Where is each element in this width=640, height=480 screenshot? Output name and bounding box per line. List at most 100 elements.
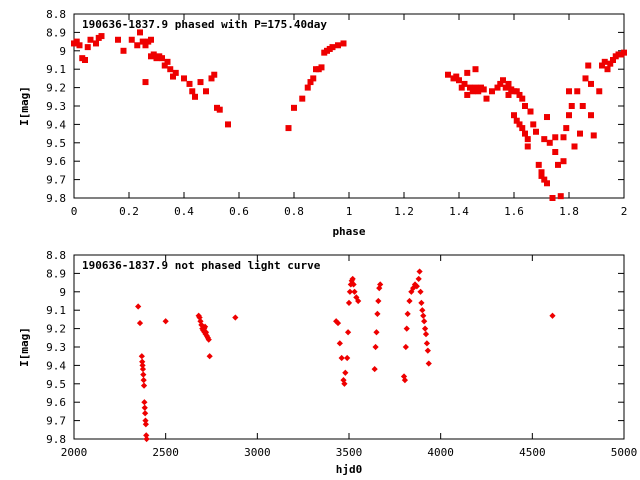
y-tick-label: 9 bbox=[59, 45, 66, 58]
y-axis-label: I[mag] bbox=[18, 327, 31, 367]
data-point bbox=[552, 149, 559, 155]
data-point bbox=[136, 319, 144, 327]
x-tick-label: 0.2 bbox=[119, 205, 139, 218]
data-point bbox=[186, 80, 193, 87]
data-point bbox=[140, 377, 147, 384]
data-point bbox=[76, 42, 83, 49]
x-axis-label: phase bbox=[332, 225, 365, 238]
data-point bbox=[372, 343, 379, 351]
data-point bbox=[574, 88, 581, 95]
data-point bbox=[197, 79, 204, 86]
x-tick-label: 2500 bbox=[152, 446, 179, 459]
data-point bbox=[140, 371, 147, 378]
data-point bbox=[480, 86, 487, 93]
x-tick-label: 1.6 bbox=[504, 205, 524, 218]
x-tick-label: 1 bbox=[346, 205, 353, 218]
data-point bbox=[604, 66, 611, 73]
data-point bbox=[84, 44, 91, 51]
data-point bbox=[172, 69, 179, 76]
data-point bbox=[535, 161, 542, 168]
data-point bbox=[140, 382, 148, 389]
data-point bbox=[115, 36, 121, 43]
data-point bbox=[225, 121, 231, 128]
data-point bbox=[464, 69, 471, 76]
data-point bbox=[402, 343, 409, 351]
data-point bbox=[560, 134, 567, 141]
data-point bbox=[423, 340, 431, 347]
x-tick-label: 4000 bbox=[427, 446, 454, 459]
data-point bbox=[377, 281, 384, 288]
data-point bbox=[353, 294, 360, 301]
x-tick-label: 1.4 bbox=[449, 205, 469, 218]
data-point bbox=[344, 329, 352, 336]
data-point bbox=[566, 88, 572, 95]
data-point bbox=[232, 314, 239, 321]
data-point bbox=[137, 29, 143, 36]
data-point bbox=[568, 103, 575, 109]
data-point bbox=[192, 93, 198, 100]
data-point bbox=[142, 79, 149, 86]
data-point bbox=[522, 130, 528, 137]
x-tick-label: 2 bbox=[621, 205, 628, 218]
data-point bbox=[489, 88, 495, 95]
data-point bbox=[189, 88, 196, 95]
x-tick-label: 1.8 bbox=[559, 205, 579, 218]
data-point bbox=[522, 103, 528, 109]
data-point bbox=[511, 112, 517, 119]
data-point bbox=[552, 134, 559, 141]
data-point bbox=[601, 58, 608, 65]
data-point bbox=[505, 91, 512, 98]
data-point bbox=[461, 80, 468, 87]
data-point bbox=[181, 75, 187, 82]
data-point bbox=[211, 71, 218, 78]
y-tick-label: 8.8 bbox=[46, 8, 66, 21]
data-point bbox=[216, 106, 223, 113]
data-point bbox=[557, 193, 564, 200]
y-tick-label: 9.6 bbox=[46, 396, 66, 409]
data-point bbox=[291, 104, 297, 111]
unphased-light-curve-plot: 2000 2500 3000 3500 4000 4500 5000 8.8 8.9 9 9.1 9.… bbox=[18, 249, 637, 476]
x-tick-label: 3000 bbox=[244, 446, 271, 459]
data-point bbox=[413, 283, 420, 290]
data-point bbox=[424, 347, 431, 354]
data-point bbox=[376, 285, 383, 292]
data-point bbox=[159, 55, 165, 62]
data-point bbox=[524, 136, 531, 143]
x-tick-label: 0.6 bbox=[229, 205, 249, 218]
data-point bbox=[555, 161, 561, 168]
chart-title: 190636-1837.9 not phased light curve bbox=[82, 259, 321, 272]
data-point bbox=[128, 36, 135, 43]
data-point bbox=[162, 318, 169, 325]
data-point bbox=[406, 297, 413, 305]
data-point bbox=[472, 66, 479, 73]
data-point bbox=[417, 288, 424, 295]
data-point bbox=[285, 125, 292, 132]
y-tick-label: 9.8 bbox=[46, 192, 66, 205]
data-point bbox=[527, 108, 534, 115]
data-point bbox=[299, 95, 306, 102]
chart-title: 190636-1837.9 phased with P=175.40day bbox=[82, 18, 327, 31]
y-tick-label: 9.1 bbox=[46, 63, 66, 76]
data-point bbox=[342, 369, 349, 376]
x-tick-label: 0 bbox=[71, 205, 78, 218]
data-point bbox=[456, 77, 462, 84]
data-point bbox=[87, 36, 94, 43]
data-point bbox=[420, 312, 427, 319]
x-tick-label: 0.4 bbox=[174, 205, 194, 218]
data-point bbox=[519, 125, 526, 132]
data-point bbox=[164, 58, 171, 65]
y-tick-label: 8.8 bbox=[46, 249, 66, 262]
phased-light-curve-plot: 0 0.2 0.4 0.6 0.8 1 1.2 1.4 1.6 1.8 2 8.8 8.9 9 9.1 9.2… bbox=[18, 8, 627, 238]
data-point bbox=[541, 136, 548, 143]
data-point bbox=[82, 57, 88, 63]
data-point bbox=[533, 128, 539, 135]
data-point bbox=[544, 114, 550, 121]
x-tick-label: 2000 bbox=[61, 446, 88, 459]
data-point bbox=[310, 75, 317, 82]
y-tick-label: 9.5 bbox=[46, 137, 66, 150]
data-point bbox=[138, 353, 145, 360]
data-point bbox=[588, 80, 594, 87]
x-tick-label: 0.8 bbox=[284, 205, 304, 218]
x-tick-label: 1.2 bbox=[394, 205, 414, 218]
